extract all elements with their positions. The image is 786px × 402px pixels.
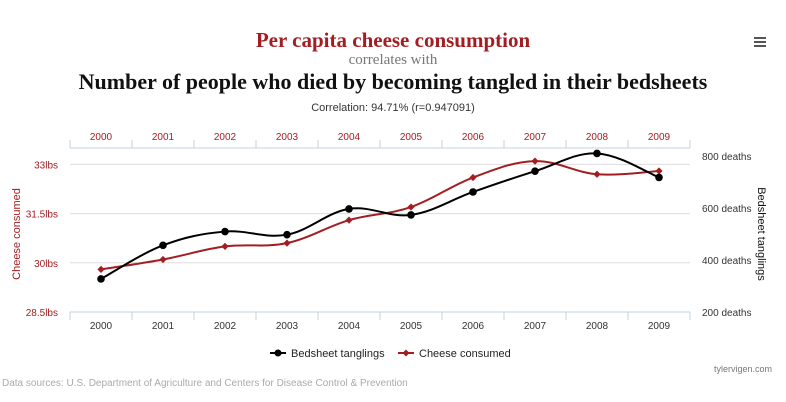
- x-top-tick-label: 2000: [90, 132, 113, 143]
- title-block: Per capita cheese consumption correlates…: [0, 28, 786, 96]
- data-point-cheese-consumed[interactable]: [407, 203, 415, 211]
- data-point-bedsheet-tanglings[interactable]: [345, 205, 353, 213]
- x-top-tick-label: 2008: [586, 132, 609, 143]
- y-right-tick-label: 600 deaths: [702, 204, 752, 215]
- legend-label-bedsheet-tanglings[interactable]: Bedsheet tanglings: [291, 348, 385, 360]
- data-point-cheese-consumed[interactable]: [593, 170, 601, 178]
- x-bottom-tick-label: 2001: [152, 321, 175, 332]
- data-point-cheese-consumed[interactable]: [655, 167, 663, 175]
- data-point-cheese-consumed[interactable]: [345, 216, 353, 224]
- chart-title-top: Per capita cheese consumption: [255, 28, 531, 52]
- x-top-tick-label: 2001: [152, 132, 175, 143]
- site-credit[interactable]: tylervigen.com: [713, 364, 772, 374]
- hamburger-menu-icon[interactable]: [751, 35, 769, 53]
- x-top-tick-label: 2004: [338, 132, 361, 143]
- correlation-subtitle: Correlation: 94.71% (r=0.947091): [311, 102, 475, 114]
- data-point-bedsheet-tanglings[interactable]: [593, 149, 601, 158]
- y-right-tick-label: 400 deaths: [702, 256, 752, 267]
- x-bottom-tick-label: 2005: [400, 321, 423, 332]
- y-left-tick-label: 31.5lbs: [26, 210, 58, 221]
- data-point-cheese-consumed[interactable]: [221, 242, 229, 250]
- data-source-note: Data sources: U.S. Department of Agricul…: [2, 378, 408, 389]
- x-bottom-tick-label: 2006: [462, 321, 485, 332]
- data-point-cheese-consumed[interactable]: [469, 173, 477, 182]
- data-point-bedsheet-tanglings[interactable]: [655, 173, 663, 182]
- data-point-cheese-consumed[interactable]: [159, 255, 167, 264]
- data-point-cheese-consumed[interactable]: [283, 239, 291, 247]
- data-point-bedsheet-tanglings[interactable]: [221, 227, 229, 236]
- y-left-tick-label: 28.5lbs: [26, 308, 58, 319]
- legend-label-cheese-consumed[interactable]: Cheese consumed: [419, 348, 511, 360]
- x-top-tick-label: 2007: [524, 132, 547, 143]
- data-point-bedsheet-tanglings[interactable]: [407, 211, 415, 219]
- y-left-tick-label: 30lbs: [34, 259, 58, 270]
- x-top-tick-label: 2009: [648, 132, 671, 143]
- x-top-tick-label: 2006: [462, 132, 485, 143]
- x-top-tick-label: 2003: [276, 132, 299, 143]
- data-point-bedsheet-tanglings[interactable]: [159, 241, 167, 250]
- data-point-cheese-consumed[interactable]: [531, 157, 539, 165]
- data-point-bedsheet-tanglings[interactable]: [469, 188, 477, 196]
- x-bottom-tick-label: 2009: [648, 321, 671, 332]
- data-point-cheese-consumed[interactable]: [97, 265, 105, 273]
- y-right-tick-label: 800 deaths: [702, 152, 752, 163]
- x-bottom-tick-label: 2004: [338, 321, 361, 332]
- data-point-bedsheet-tanglings[interactable]: [531, 167, 539, 175]
- y-left-axis-title: Cheese consumed: [11, 188, 23, 280]
- y-right-axis-title: Bedsheet tanglings: [755, 187, 767, 281]
- x-bottom-tick-label: 2007: [524, 321, 547, 332]
- x-bottom-tick-label: 2008: [586, 321, 609, 332]
- x-bottom-tick-label: 2003: [276, 321, 299, 332]
- legend-marker-cheese-consumed: [402, 349, 410, 357]
- chart-title-connector: correlates with: [348, 52, 438, 68]
- data-point-bedsheet-tanglings[interactable]: [283, 230, 291, 239]
- legend-marker-bedsheet-tanglings: [274, 349, 282, 357]
- series-line-cheese-consumed: [100, 160, 660, 271]
- y-right-tick-label: 200 deaths: [702, 308, 752, 319]
- data-point-bedsheet-tanglings[interactable]: [97, 275, 105, 283]
- series-line-bedsheet-tanglings: [100, 152, 660, 280]
- x-bottom-tick-label: 2002: [214, 321, 237, 332]
- x-top-tick-label: 2002: [214, 132, 237, 143]
- x-top-tick-label: 2005: [400, 132, 423, 143]
- x-bottom-tick-label: 2000: [90, 321, 113, 332]
- y-left-tick-label: 33lbs: [34, 160, 58, 171]
- chart-title-bottom: Number of people who died by becoming ta…: [78, 69, 708, 94]
